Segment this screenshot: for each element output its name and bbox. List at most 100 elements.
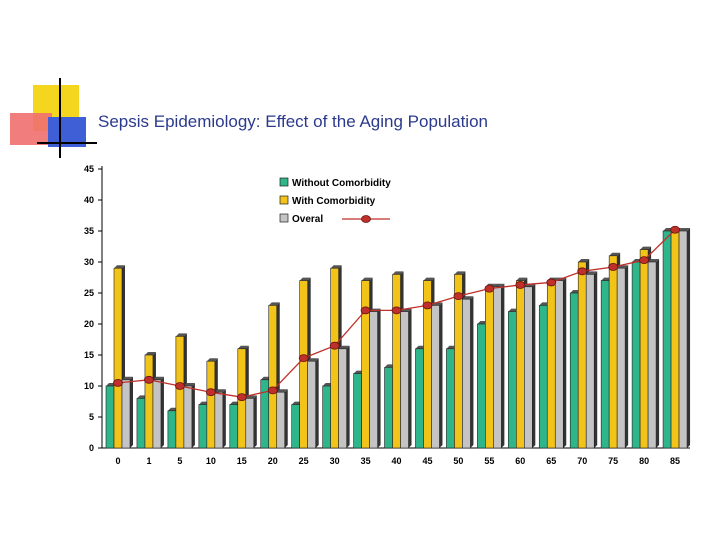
bar-face (245, 398, 255, 449)
bar-overal (369, 308, 381, 449)
bar-face (454, 274, 463, 449)
overal-line-point (608, 263, 619, 271)
x-tick-label: 55 (484, 456, 494, 466)
bar-face (392, 274, 401, 449)
overal-line-point (329, 341, 340, 350)
bar-face (569, 292, 579, 449)
bar-top (299, 277, 311, 281)
overal-line-point (113, 378, 123, 387)
y-tick-label: 30 (84, 257, 94, 267)
y-tick-label: 0 (89, 443, 94, 453)
overal-line-point (144, 375, 154, 384)
bar-side (501, 283, 505, 448)
bar-face (600, 280, 610, 449)
overal-line-point (205, 388, 216, 397)
deco-horizontal-line (37, 142, 97, 144)
bar-side (439, 302, 443, 448)
x-tick-label: 0 (115, 456, 120, 466)
x-tick-label: 85 (670, 456, 680, 466)
overal-line-point (484, 284, 495, 293)
x-tick-label: 25 (299, 456, 309, 466)
bar-overal (554, 277, 567, 449)
overal-line-point (422, 301, 433, 310)
bar-face (678, 230, 688, 449)
bar-side (160, 376, 164, 448)
deco-vertical-line (59, 78, 61, 158)
bar-face (662, 230, 672, 449)
legend-overal: Overal (279, 213, 323, 225)
bar-overal (493, 283, 505, 449)
bar-overal (585, 271, 598, 449)
bar-overal (245, 395, 257, 449)
bar-top (586, 271, 598, 275)
bar-side (563, 277, 567, 448)
bar-overal (307, 358, 319, 449)
overal-line-point (639, 256, 650, 265)
bar-face (330, 267, 339, 449)
bar-face (167, 410, 177, 449)
bar-face (369, 311, 378, 449)
overal-line-point (391, 306, 402, 315)
bar-side (656, 259, 660, 448)
bar-face (400, 311, 409, 449)
bar-face (516, 280, 525, 449)
bar-top (114, 265, 125, 269)
bar-overal (462, 296, 474, 449)
bar-face (206, 360, 216, 449)
bar-overal (431, 302, 443, 449)
bar-top (144, 352, 156, 355)
bar-side (253, 395, 257, 448)
bar-face (113, 267, 123, 449)
overal-line-point (298, 354, 309, 363)
bar-overal (121, 376, 133, 449)
legend-label: Overal (292, 214, 323, 225)
y-tick-label: 20 (84, 319, 94, 329)
bar-overal (524, 283, 536, 449)
x-tick-label: 70 (577, 456, 587, 466)
x-tick-label: 40 (392, 456, 402, 466)
bar-top (361, 277, 373, 281)
bar-face (639, 249, 649, 449)
bar-face (508, 311, 517, 449)
bar-side (222, 389, 226, 448)
legend-with-comorbidity: With Comorbidity (279, 195, 376, 207)
bar-top (330, 265, 342, 269)
bar-face (144, 354, 154, 449)
bar-face (268, 305, 278, 449)
overal-line-point (267, 386, 278, 395)
bar-top (307, 358, 319, 362)
bar-face (546, 280, 556, 449)
bar-face (415, 348, 424, 449)
bar-face (577, 261, 587, 449)
bar-side (315, 358, 319, 448)
bar-face (384, 367, 393, 449)
bar-face (608, 255, 618, 449)
bar-face (152, 379, 162, 449)
bar-top (122, 376, 133, 380)
legend-without-comorbidity: Without Comorbidity (279, 177, 391, 189)
bar-top (454, 271, 466, 275)
x-tick-label: 1 (146, 456, 151, 466)
bar-top (338, 345, 350, 349)
y-tick-label: 15 (84, 350, 94, 360)
bar-face (524, 286, 533, 449)
bar-face (291, 404, 300, 449)
bar-overal (152, 376, 164, 449)
legend-label: Without Comorbidity (292, 178, 391, 189)
bar-face (260, 379, 270, 449)
bar-top (175, 333, 187, 337)
bar-top (206, 358, 218, 362)
bar-face (493, 286, 502, 449)
bar-face (647, 261, 657, 449)
x-tick-label: 50 (453, 456, 463, 466)
bar-face (229, 404, 239, 449)
bar-face (585, 274, 595, 449)
legend-swatch (279, 213, 289, 223)
bar-face (431, 305, 440, 449)
bar-face (338, 348, 347, 449)
y-tick-label: 40 (84, 195, 94, 205)
bar-top (578, 259, 590, 262)
legend-swatch (279, 195, 289, 205)
y-tick-label: 25 (84, 288, 94, 298)
